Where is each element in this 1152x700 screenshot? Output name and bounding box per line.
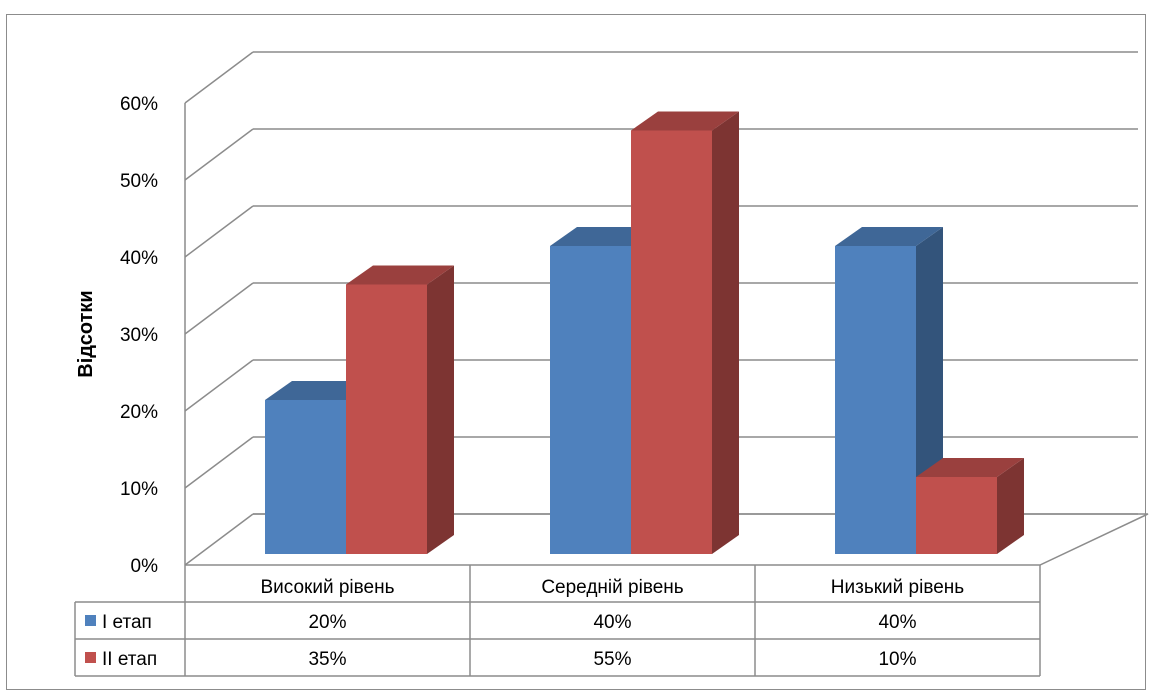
side-wall-gridline [184, 513, 254, 566]
chart-frame [6, 14, 1146, 690]
legend-label: ІІ етап [102, 649, 157, 670]
side-wall-gridline [184, 51, 254, 104]
y-tick-label: 50% [120, 171, 158, 192]
legend-key [85, 615, 96, 626]
data-label: 10% [878, 649, 916, 670]
bar-side [427, 265, 454, 554]
bar-top [631, 111, 739, 131]
bar-top [835, 227, 943, 246]
y-tick-label: 10% [120, 479, 158, 500]
bar [916, 477, 997, 554]
side-wall-gridline [184, 128, 254, 181]
bar [346, 284, 427, 554]
y-axis-title: Відсотки [75, 290, 97, 377]
category-label: Низький рівень [831, 577, 964, 598]
bar [631, 130, 712, 554]
side-wall-gridline [184, 282, 254, 335]
data-label: 40% [878, 612, 916, 633]
bar-side [712, 111, 739, 554]
y-tick-label: 40% [120, 248, 158, 269]
category-label: Високий рівень [260, 577, 394, 598]
y-tick-label: 20% [120, 402, 158, 423]
bar [265, 400, 346, 554]
data-label: 35% [308, 649, 346, 670]
data-label: 40% [593, 612, 631, 633]
y-tick-label: 0% [131, 556, 159, 577]
y-tick-label: 30% [120, 325, 158, 346]
bar-top [346, 265, 454, 285]
y-tick-label: 60% [120, 94, 158, 115]
bar-top [916, 458, 1024, 477]
legend-key [85, 652, 96, 663]
bar [550, 246, 631, 554]
side-wall-gridline [184, 436, 254, 489]
bar-side [997, 458, 1024, 554]
side-wall-gridline [184, 359, 254, 412]
data-label: 55% [593, 649, 631, 670]
category-label: Середній рівень [541, 577, 683, 598]
bar [835, 246, 916, 554]
data-label: 20% [308, 612, 346, 633]
legend-label: І етап [102, 612, 152, 633]
side-wall-gridline [184, 205, 254, 258]
